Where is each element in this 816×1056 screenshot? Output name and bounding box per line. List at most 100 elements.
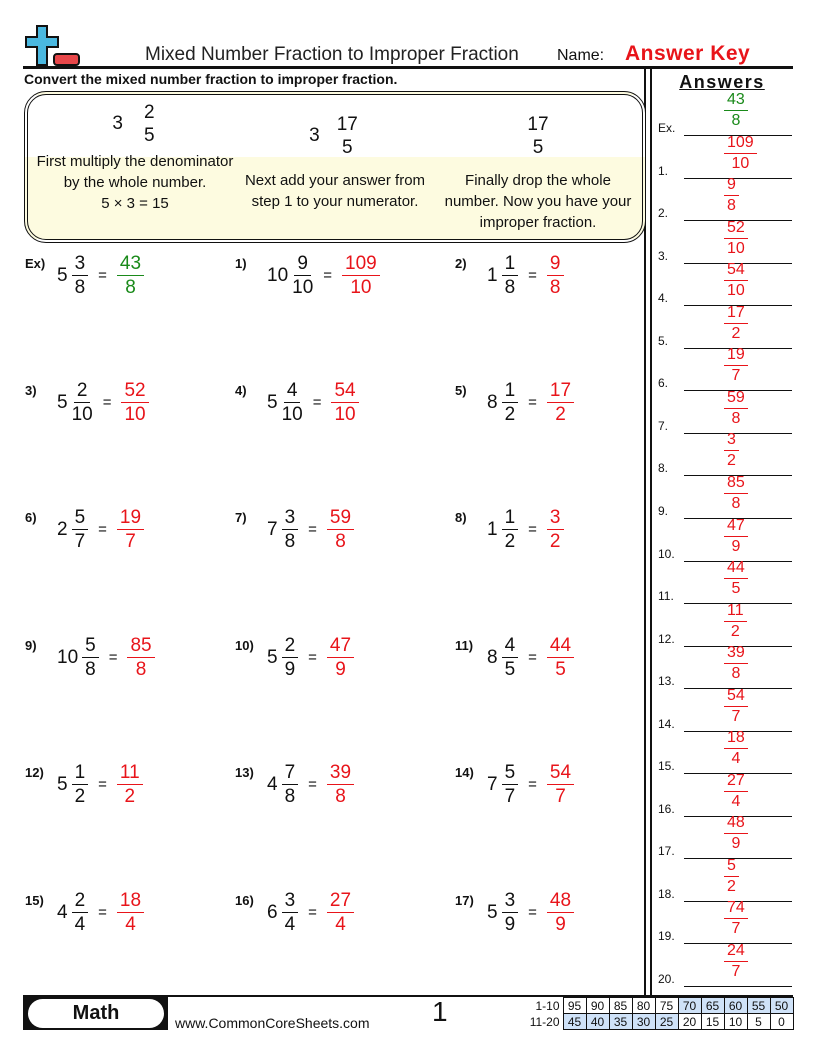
denominator: 7 xyxy=(504,786,516,807)
whole-number: 3 xyxy=(112,113,123,135)
denominator: 5 xyxy=(555,659,566,680)
denominator: 8 xyxy=(549,277,561,298)
denominator: 7 xyxy=(731,707,741,725)
whole-number: 7 xyxy=(487,773,498,795)
answer-line xyxy=(684,305,792,307)
score-cell: 55 xyxy=(746,997,771,1014)
numerator: 1 xyxy=(501,254,519,276)
denominator: 9 xyxy=(731,835,741,853)
equals-sign: = xyxy=(528,904,537,921)
score-cell: 65 xyxy=(700,997,725,1014)
header-rule xyxy=(23,66,793,69)
problem-number: 1) xyxy=(235,256,247,271)
fraction: 17 5 xyxy=(334,115,361,157)
numerator: 2 xyxy=(71,891,89,913)
equals-sign: = xyxy=(98,267,107,284)
whole-number: 8 xyxy=(487,646,498,668)
whole-number: 5 xyxy=(57,391,68,413)
logo xyxy=(24,24,80,68)
denominator: 10 xyxy=(727,282,745,300)
whole-number: 4 xyxy=(267,773,278,795)
score-cell: 0 xyxy=(769,1013,794,1030)
numerator: 48 xyxy=(724,815,748,835)
answer-fraction: 48 9 xyxy=(724,815,748,852)
answer-line xyxy=(684,135,792,136)
subject-label: Math xyxy=(28,999,164,1028)
denominator: 8 xyxy=(504,277,516,298)
equals-sign: = xyxy=(312,394,322,411)
answer-row: 20. 24 7 xyxy=(656,943,792,987)
worksheet-title: Mixed Number Fraction to Improper Fracti… xyxy=(145,44,519,65)
denominator: 10 xyxy=(124,404,146,425)
step-calc: 5 × 3 = 15 xyxy=(101,195,169,212)
score-row: 11-20 45 40 35 30 25 20 15 10 5 0 xyxy=(528,1013,794,1030)
numerator: 3 xyxy=(281,508,299,530)
numerator: 74 xyxy=(724,900,748,920)
problem-number: 2) xyxy=(455,256,467,271)
denominator: 2 xyxy=(731,324,741,342)
fraction: 17 5 xyxy=(524,115,551,157)
denominator: 8 xyxy=(731,665,741,683)
equals-sign: = xyxy=(528,267,537,284)
answer-label: 17. xyxy=(658,844,675,859)
answer-fraction: 44 5 xyxy=(546,636,575,680)
whole-number: 4 xyxy=(57,901,68,923)
numerator: 18 xyxy=(116,891,145,913)
denominator: 4 xyxy=(731,792,741,810)
numerator: 85 xyxy=(127,636,155,658)
answer-line xyxy=(684,815,792,817)
page-number: 1 xyxy=(432,996,448,1027)
problem-number: 10) xyxy=(235,638,254,653)
score-cell: 95 xyxy=(562,997,587,1014)
problem-number: 16) xyxy=(235,893,254,908)
numerator: 9 xyxy=(546,254,564,276)
answer-fraction: 11 2 xyxy=(724,602,747,640)
answer-row: 15. 18 4 xyxy=(656,730,792,775)
answer-row: 5. 17 2 xyxy=(656,304,792,349)
score-cell: 70 xyxy=(677,997,702,1014)
equals-sign: = xyxy=(528,394,537,411)
numerator: 48 xyxy=(546,891,575,913)
answer-line xyxy=(684,220,792,222)
whole-number: 5 xyxy=(267,646,278,668)
answer-label: 19. xyxy=(658,929,675,944)
numerator: 2 xyxy=(281,636,299,658)
equals-sign: = xyxy=(528,776,537,793)
answer-fraction: 109 10 xyxy=(342,254,380,297)
answer-fraction: 54 7 xyxy=(546,763,575,806)
numerator: 54 xyxy=(546,763,575,785)
score-cell: 80 xyxy=(631,997,656,1014)
denominator: 8 xyxy=(284,531,296,552)
problem-number: 4) xyxy=(235,383,247,398)
score-cell: 75 xyxy=(654,997,679,1014)
numerator: 2 xyxy=(144,102,155,123)
answer-fraction: 85 8 xyxy=(127,636,155,679)
denominator: 8 xyxy=(731,409,741,427)
denominator: 9 xyxy=(555,914,566,935)
denominator: 5 xyxy=(504,659,516,680)
answer-row: 9. 85 8 xyxy=(656,474,792,519)
answers-title: Answers xyxy=(679,72,765,92)
denominator: 8 xyxy=(74,277,86,298)
numerator: 3 xyxy=(71,254,89,276)
numerator: 47 xyxy=(326,636,355,658)
whole-number: 2 xyxy=(57,518,68,540)
denominator: 8 xyxy=(731,494,741,512)
answer-row: 11. 44 5 xyxy=(656,560,792,605)
equals-sign: = xyxy=(528,521,537,538)
